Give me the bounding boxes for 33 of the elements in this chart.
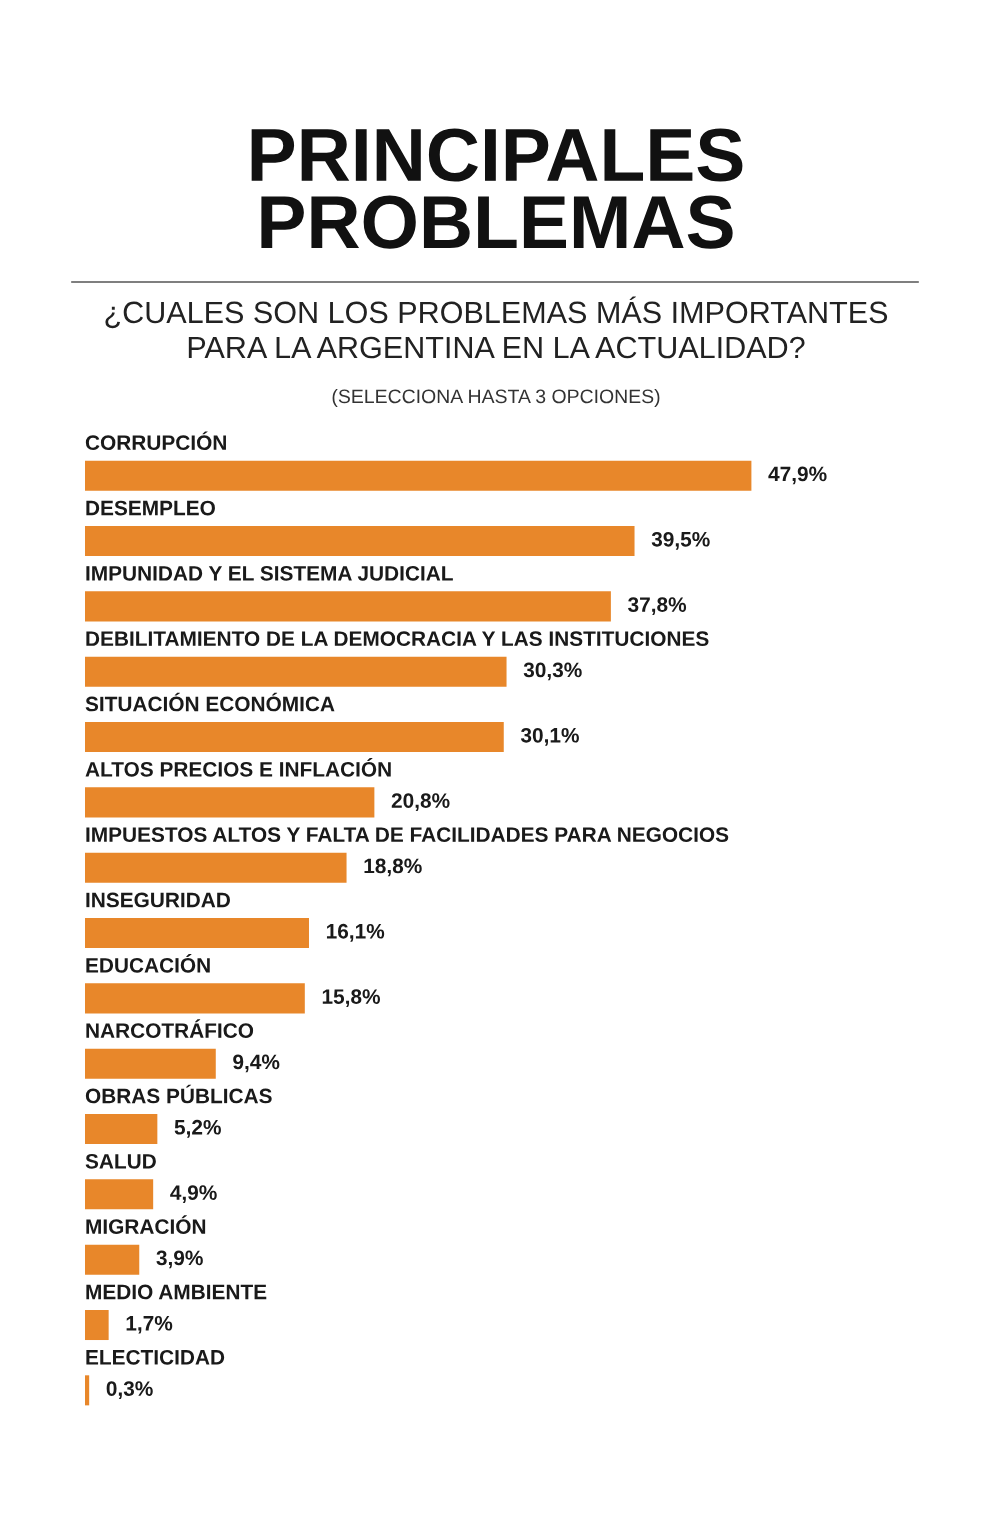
y-tick-label: CORRUPCIÓN bbox=[85, 431, 226, 451]
y-tick-label: INSEGURIDAD bbox=[86, 892, 230, 908]
y-tick-label: MIGRACIÓN bbox=[86, 1215, 206, 1234]
y-tick-label: SITUACIÓN ECONÓMICA bbox=[85, 692, 335, 712]
y-tick-label: IMPUESTOS ALTOS Y FALTA DE FACILIDADES PARA NEGOCIOS bbox=[86, 827, 729, 843]
data-label: 30,3% bbox=[523, 662, 582, 681]
data-label: 37,8% bbox=[628, 597, 687, 615]
chart-title: PRINCIPALES PROBLEMAS bbox=[251, 128, 743, 249]
data-label: 47,9% bbox=[768, 466, 827, 485]
y-tick-label: IMPUNIDAD Y EL SISTEMA JUDICIAL bbox=[86, 565, 453, 581]
data-label: 0,3% bbox=[106, 1381, 153, 1399]
data-label: 1,7% bbox=[126, 1315, 173, 1334]
y-tick-label: OBRAS PÚBLICAS bbox=[85, 1084, 272, 1104]
y-tick-label: ALTOS PRECIOS E INFLACIÓN bbox=[85, 758, 391, 777]
data-label: 15,8% bbox=[322, 989, 380, 1007]
y-tick-label: SALUD bbox=[85, 1153, 156, 1169]
data-label: 20,8% bbox=[391, 793, 450, 811]
data-label: 30,1% bbox=[520, 727, 579, 746]
data-label: 18,8% bbox=[364, 858, 422, 877]
text: (SELECCIONA HASTA 3 OPCIONES) bbox=[332, 388, 660, 408]
data-label: 39,5% bbox=[651, 531, 710, 550]
y-tick-label: DESEMPLEO bbox=[86, 500, 215, 516]
y-tick-label: ELECTICIDAD bbox=[86, 1349, 225, 1365]
data-label: 5,2% bbox=[174, 1119, 221, 1138]
data-label: 3,9% bbox=[156, 1250, 203, 1269]
data-label: 4,9% bbox=[170, 1185, 217, 1203]
data-label: 9,4% bbox=[233, 1054, 280, 1073]
data-label: 16,1% bbox=[326, 923, 385, 942]
chart-subtitle: ¿CUALES SON LOS PROBLEMAS MÁS IMPORTANTES PARA LA ARGENTINA EN LA ACTUALIDAD? bbox=[105, 296, 888, 359]
y-tick-label: NARCOTRÁFICO bbox=[86, 1019, 254, 1039]
y-tick-label: MEDIO AMBIENTE bbox=[86, 1284, 267, 1300]
y-tick-label: EDUCACIÓN bbox=[86, 954, 210, 973]
y-tick-label: DEBILITAMIENTO DE LA DEMOCRACIA Y LAS INSTITUCIONES bbox=[86, 631, 709, 647]
